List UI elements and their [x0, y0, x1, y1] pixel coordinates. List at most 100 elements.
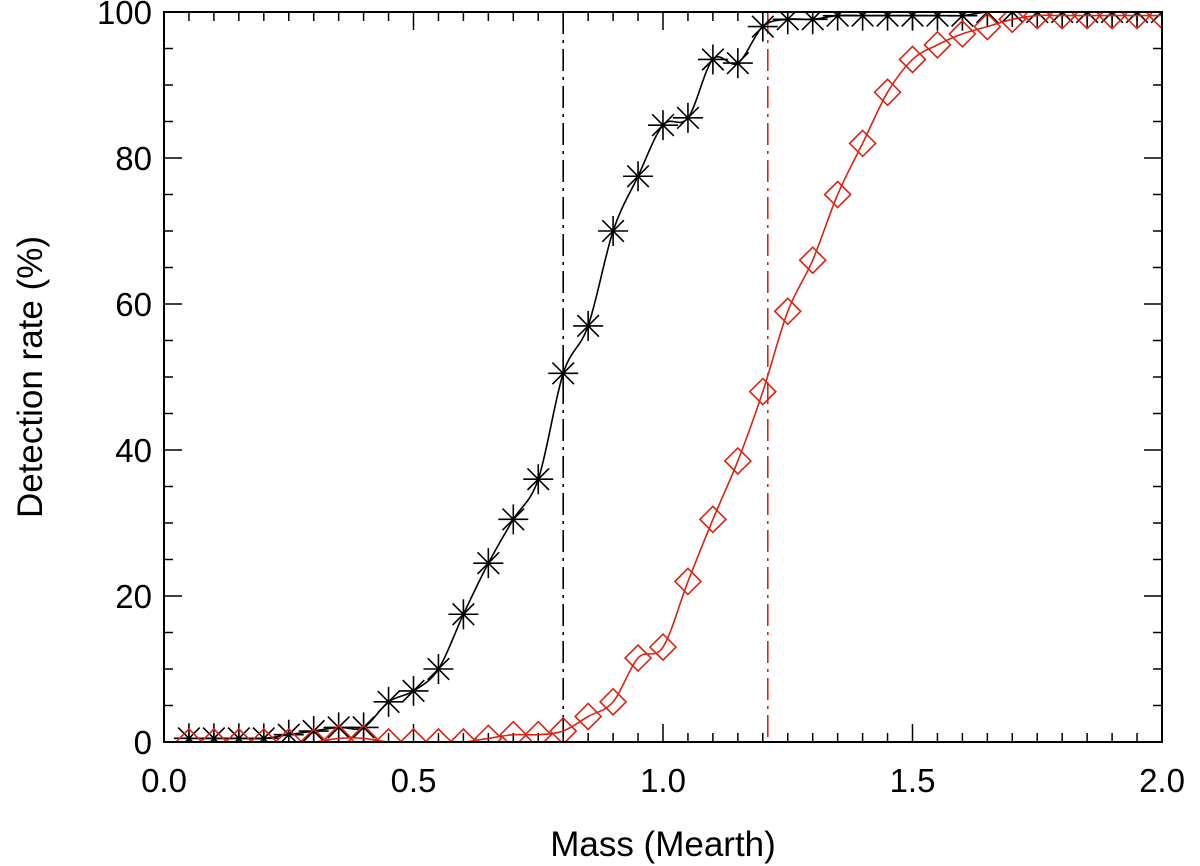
- y-tick-label: 60: [115, 286, 152, 323]
- asterisk-stroke: [302, 719, 326, 742]
- asterisk-stroke: [452, 602, 475, 626]
- reference-lines: [562, 12, 769, 742]
- diamond-marker: [923, 30, 952, 59]
- asterisk-stroke: [751, 15, 775, 38]
- asterisk-marker: [648, 110, 678, 141]
- diamond-marker: [723, 446, 752, 476]
- asterisk-stroke: [701, 48, 725, 71]
- asterisk-stroke: [1100, 12, 1114, 24]
- y-tick-label: 20: [115, 578, 152, 615]
- diamond-marker: [474, 724, 503, 742]
- asterisk-marker: [423, 654, 454, 684]
- asterisk-stroke: [1061, 12, 1074, 24]
- series-group: [173, 12, 1162, 742]
- diamond-marker: [873, 78, 902, 107]
- x-tick-label: 1.5: [890, 762, 936, 799]
- asterisk-marker: [573, 310, 604, 341]
- asterisk-stroke: [851, 12, 868, 28]
- asterisk-marker: [598, 216, 629, 246]
- y-tick-label: 0: [134, 724, 152, 761]
- asterisk-stroke: [526, 467, 550, 491]
- series-line: [188, 12, 1162, 740]
- diamond-marker: [673, 567, 703, 596]
- asterisk-stroke: [601, 219, 625, 243]
- asterisk-stroke: [476, 551, 500, 575]
- diamond-marker: [349, 724, 378, 742]
- asterisk-marker: [448, 599, 479, 630]
- y-tick-label: 100: [97, 0, 152, 31]
- diamond-marker: [449, 727, 478, 742]
- plot-frame: [163, 11, 1163, 743]
- diamond-marker: [1073, 12, 1102, 30]
- asterisk-stroke: [726, 51, 750, 75]
- diamond-marker: [549, 716, 578, 742]
- diamond-marker: [174, 727, 204, 742]
- diamond-marker: [1048, 12, 1077, 30]
- diamond-marker: [424, 727, 453, 742]
- asterisk-stroke: [501, 507, 525, 531]
- asterisk-marker: [947, 12, 978, 31]
- asterisk-marker: [672, 102, 703, 133]
- asterisk-marker: [548, 358, 579, 389]
- diamond-marker: [848, 129, 877, 158]
- diamond-marker: [199, 727, 229, 742]
- asterisk-marker: [972, 12, 1003, 27]
- series-group: [174, 12, 1162, 742]
- asterisk-stroke: [651, 113, 675, 137]
- x-tick-label: 0.5: [391, 762, 437, 799]
- asterisk-marker: [498, 504, 529, 535]
- asterisk-stroke: [234, 726, 251, 742]
- asterisk-stroke: [986, 12, 999, 24]
- asterisk-stroke: [1025, 12, 1039, 24]
- asterisk-stroke: [1036, 12, 1049, 24]
- x-axis-title: Mass (Mearth): [550, 825, 776, 864]
- asterisk-marker: [697, 44, 728, 75]
- asterisk-marker: [1147, 12, 1162, 27]
- diamond-marker: [324, 724, 353, 742]
- x-tick-label: 0.0: [141, 762, 187, 799]
- x-tick-label: 2.0: [1139, 762, 1185, 799]
- asterisk-marker: [1047, 12, 1078, 27]
- diamond-marker: [224, 727, 253, 742]
- asterisk-marker: [1097, 12, 1128, 27]
- asterisk-stroke: [1110, 12, 1124, 24]
- asterisk-stroke: [1075, 12, 1089, 24]
- diamond-marker: [249, 727, 278, 742]
- asterisk-stroke: [975, 12, 989, 24]
- asterisk-marker: [1122, 12, 1153, 27]
- asterisk-stroke: [1050, 12, 1064, 24]
- asterisk-stroke: [926, 12, 943, 28]
- asterisk-marker: [722, 48, 753, 79]
- asterisk-marker: [747, 12, 778, 42]
- asterisk-marker: [623, 161, 654, 192]
- diamond-marker: [499, 720, 528, 742]
- asterisk-stroke: [676, 106, 700, 130]
- asterisk-marker: [398, 675, 429, 706]
- diamond-marker: [698, 505, 728, 534]
- asterisk-stroke: [1135, 12, 1149, 24]
- diamond-marker: [998, 12, 1027, 34]
- diamond-marker: [898, 45, 927, 74]
- y-axis-title: Detection rate (%): [11, 236, 50, 518]
- asterisk-marker: [248, 723, 279, 742]
- asterisk-stroke: [1150, 12, 1162, 24]
- asterisk-stroke: [551, 361, 575, 385]
- asterisk-marker: [473, 548, 504, 579]
- asterisk-marker: [348, 712, 379, 742]
- y-tick-label: 40: [115, 432, 152, 469]
- diamond-marker: [299, 727, 328, 742]
- asterisk-stroke: [1000, 12, 1014, 24]
- asterisk-stroke: [1125, 12, 1139, 24]
- asterisk-stroke: [576, 314, 600, 338]
- asterisk-stroke: [1011, 12, 1024, 24]
- diamond-marker: [648, 632, 678, 662]
- diamond-marker: [1122, 12, 1152, 30]
- asterisk-marker: [523, 464, 554, 495]
- asterisk-stroke: [402, 679, 425, 703]
- diamond-marker: [574, 702, 603, 731]
- asterisk-stroke: [327, 716, 351, 739]
- asterisk-stroke: [826, 12, 843, 28]
- diamond-marker: [973, 12, 1002, 41]
- asterisk-marker: [797, 12, 828, 35]
- y-tick-label: 80: [115, 140, 152, 177]
